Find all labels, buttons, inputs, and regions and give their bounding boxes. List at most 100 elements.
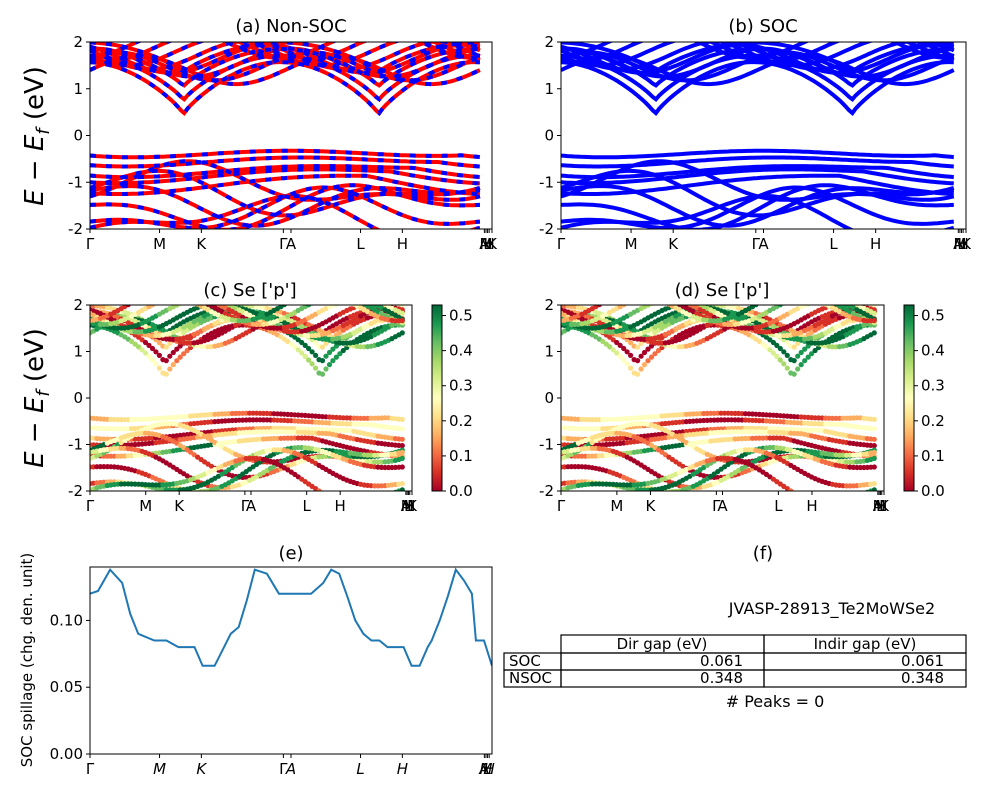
projection-point [302,353,308,359]
projection-point [379,494,384,499]
projection-point [823,297,828,302]
projection-point [648,343,655,349]
projection-point [851,494,856,499]
projection-point [833,299,838,304]
projection-point [156,352,162,358]
projection-point [617,342,623,348]
projection-point [334,294,339,299]
band-line-soc [561,184,955,228]
projection-point [639,291,644,296]
projection-point [174,292,179,297]
band-line-nonsoc-dashed [90,148,481,160]
ylabel-middle: E − Ef (eV) [20,328,54,468]
panel-f-title: (f) [753,543,773,564]
projection-point [635,344,641,350]
spillage-line [90,567,492,667]
panel-c-plot-area [90,290,405,502]
projection-point [299,339,305,346]
ytick-label: -1 [68,436,83,454]
xtick-label: H [335,497,346,515]
projection-point [149,357,156,363]
projection-point [167,295,172,300]
xtick-label: H [958,235,969,253]
projection-point [164,290,169,295]
projection-point [382,493,387,498]
projection-point [337,294,342,299]
projection-point [167,340,173,346]
projection-point [320,290,325,295]
projection-point [632,298,637,303]
projection-point [369,497,374,502]
projection-point [167,353,173,359]
ytick-label: 0 [544,389,554,407]
xtick-label: A [246,497,257,515]
projection-point [823,500,828,505]
colorbar-tick-label: 0.1 [449,447,473,465]
projection-point [399,443,405,449]
panel-d-plot-area [561,290,877,505]
xtick-label: H [397,760,408,778]
projection-point [632,290,637,295]
projection-point [635,296,640,301]
xtick-label: L [404,497,413,515]
projection-point [313,291,318,296]
projection-point [316,298,321,303]
projection-point [805,354,811,360]
xtick-label: A [285,760,296,778]
projection-point [781,291,786,296]
projection-point [663,300,668,305]
projection-point [635,290,640,295]
projection-point [316,488,322,491]
projection-point [330,346,336,352]
band-line-nonsoc-dashed [90,184,481,228]
projection-point [802,305,808,308]
projection-point [624,361,630,367]
xtick-label: A [479,235,490,253]
projection-point [871,310,877,316]
projection-point [171,295,176,300]
projection-point [359,305,362,306]
projection-point [334,293,339,298]
projection-point [375,496,380,501]
xtick-label: Γ [241,497,250,515]
projection-point [806,294,811,299]
panel-c-colorbar: 0.0 0.1 0.2 0.3 0.4 0.5 [431,304,473,500]
projection-point [281,305,287,308]
projection-point [648,354,655,360]
ytick-label: 1 [73,343,83,361]
xtick-label: K [487,235,498,253]
projection-point [663,296,668,301]
colorbar-tick-label: 0.2 [449,412,473,430]
projection-point [160,290,165,295]
projection-point [781,349,787,355]
projection-point [327,291,332,296]
projection-point [645,346,651,352]
projection-point [299,350,305,356]
projection-point [795,340,801,346]
colorbar-tick-label: 0.3 [921,377,945,395]
projection-point [149,345,156,352]
projection-point [802,346,808,352]
band-line-nonsoc-dashed [90,42,481,64]
projection-point [313,299,318,304]
projection-point [185,295,190,300]
projection-point [170,362,176,368]
projection-point [820,296,825,301]
xtick-label: H [484,235,495,253]
projection-point [617,353,623,359]
projection-point [638,353,644,359]
projection-point [656,299,661,304]
projection-point [784,340,790,346]
projection-point [791,358,797,364]
xtick-label: L [876,497,885,515]
row-nsoc-dir: 0.348 [700,669,743,687]
projection-point [813,296,818,301]
projection-point [827,298,832,303]
projection-point [164,296,169,301]
projection-point [181,295,186,300]
xtick-label: L [483,760,491,778]
projection-point [777,345,783,352]
projection-point [854,493,859,498]
